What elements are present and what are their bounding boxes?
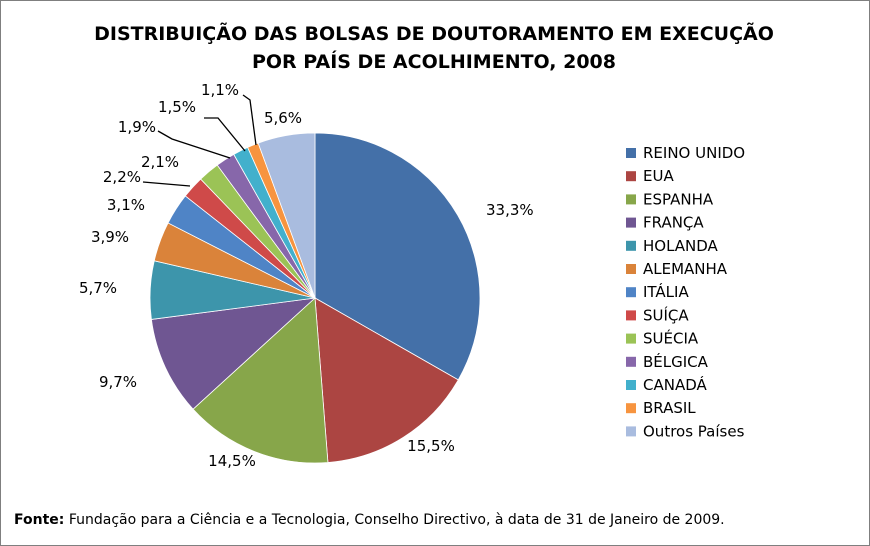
legend: REINO UNIDO EUA ESPANHA FRANÇA HOLANDA ALEMAN… [626,144,745,440]
pie-slices [149,132,481,464]
source-separator: : [58,512,65,528]
legend-swatch-suica [626,310,636,321]
data-label-brasil: 1,1% [201,81,239,99]
leader-line-belgica [157,130,231,159]
source-label: Fonte [14,512,59,528]
data-label-holanda: 5,7% [79,279,117,297]
source-text: Fundação para a Ciência e a Tecnologia, … [64,512,725,528]
legend-swatch-alemanha [626,264,636,274]
legend-label-alemanha: ALEMANHA [643,260,728,278]
pie-slice-eua [314,297,459,463]
legend-label-belgica: BÉLGICA [643,352,709,371]
legend-label-franca: FRANÇA [643,214,704,232]
data-label-suecia: 2,1% [141,153,179,171]
data-label-espanha: 14,5% [208,452,256,470]
legend-label-holanda: HOLANDA [643,237,719,255]
pie-slice-espanha [192,297,329,464]
legend-swatch-canada [626,380,636,390]
data-labels: 33,3% 15,5% 14,5% 9,7% 5,7% 3,9% 3,1% 2,2%2,1% 1… [79,81,534,470]
legend-label-reino-unido: REINO UNIDO [643,144,745,162]
legend-swatch-belgica [626,356,636,367]
source-note: Fonte: Fundação para a Ciência e a Tecno… [14,512,725,528]
data-label-italia: 3,1% [107,196,145,214]
legend-label-outros-paises: Outros Países [643,422,745,440]
legend-swatch-italia [626,287,636,298]
legend-swatch-reino-unido [626,148,636,158]
data-label-eua: 15,5% [407,437,455,455]
pie-slice-franca [150,297,317,410]
pie-slice-reino-unido [314,132,481,381]
data-label-canada: 1,5% [158,98,196,116]
legend-swatch-franca [626,217,636,228]
chart-title-line-2: POR PAÍS DE ACOLHIMENTO, 2008 [252,50,616,73]
legend-swatch-outros-paises [626,426,636,437]
data-label-suica: 2,2% [103,168,141,186]
leader-line-canada [204,117,246,152]
legend-label-brasil: BRASIL [643,399,696,417]
legend-swatch-suecia [626,333,636,344]
leader-lines [142,94,257,187]
leader-line-brasil [242,94,257,146]
legend-label-suecia: SUÉCIA [643,329,699,348]
legend-swatch-brasil [626,403,636,414]
legend-swatch-espanha [626,194,636,205]
leader-line-suica [142,181,191,187]
data-label-alemanha: 3,9% [91,228,129,246]
legend-label-suica: SUÍÇA [643,305,689,324]
chart-title-line-1: DISTRIBUIÇÃO DAS BOLSAS DE DOUTORAMENTO … [94,21,774,45]
legend-label-canada: CANADÁ [643,375,708,394]
pie-slice-outros-paises [257,132,316,299]
legend-label-italia: ITÁLIA [643,282,689,301]
legend-label-espanha: ESPANHA [643,190,714,208]
legend-swatch-eua [626,171,636,182]
data-label-reino-unido: 33,3% [486,201,534,219]
data-label-outros-paises: 5,6% [264,109,302,127]
data-label-franca: 9,7% [99,373,137,391]
data-label-belgica: 1,9% [118,118,156,136]
legend-swatch-holanda [626,240,636,251]
legend-label-eua: EUA [643,167,674,185]
